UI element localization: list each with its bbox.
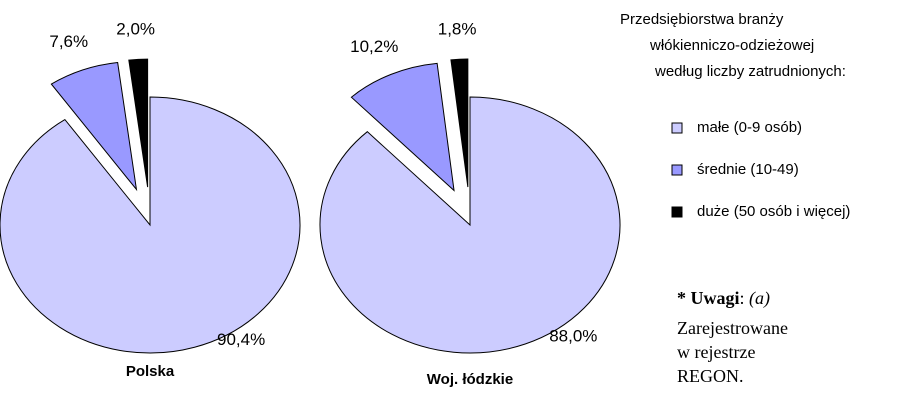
note-line: REGON. [677, 366, 744, 386]
legend-swatch [671, 122, 683, 134]
chart-title: Woj. łódzkie [427, 371, 513, 388]
value-label: 88,0% [549, 327, 597, 346]
note-heading: * Uwagi: (a) [677, 288, 770, 309]
pie-slice [50, 61, 138, 192]
legend-title: Przedsiębiorstwa branży [620, 11, 784, 28]
pie-slice [350, 62, 455, 192]
pie-slice [0, 96, 301, 354]
legend-swatch [671, 206, 683, 218]
value-label: 90,4% [217, 330, 265, 349]
pie-slice [319, 96, 621, 354]
legend-swatch [671, 164, 683, 176]
legend-title: włókienniczo-odzieżowej [649, 37, 814, 54]
legend-label: średnie (10-49) [697, 161, 799, 178]
legend-label: duże (50 osób i więcej) [697, 203, 850, 220]
note-separator: : [740, 288, 745, 308]
note-line: w rejestrze [677, 342, 755, 362]
legend-title: według liczby zatrudnionych: [654, 63, 846, 80]
value-label: 2,0% [116, 20, 155, 39]
value-label: 1,8% [438, 19, 477, 38]
note-line: Zarejestrowane [677, 318, 788, 338]
value-label: 10,2% [350, 37, 398, 56]
note-label: * Uwagi [677, 288, 740, 308]
legend-label: małe (0-9 osób) [697, 119, 802, 136]
pie-slice [450, 58, 469, 188]
pie-slice [128, 58, 149, 188]
value-label: 7,6% [49, 32, 88, 51]
chart-title: Polska [126, 363, 175, 380]
note-ref: (a) [749, 288, 770, 309]
